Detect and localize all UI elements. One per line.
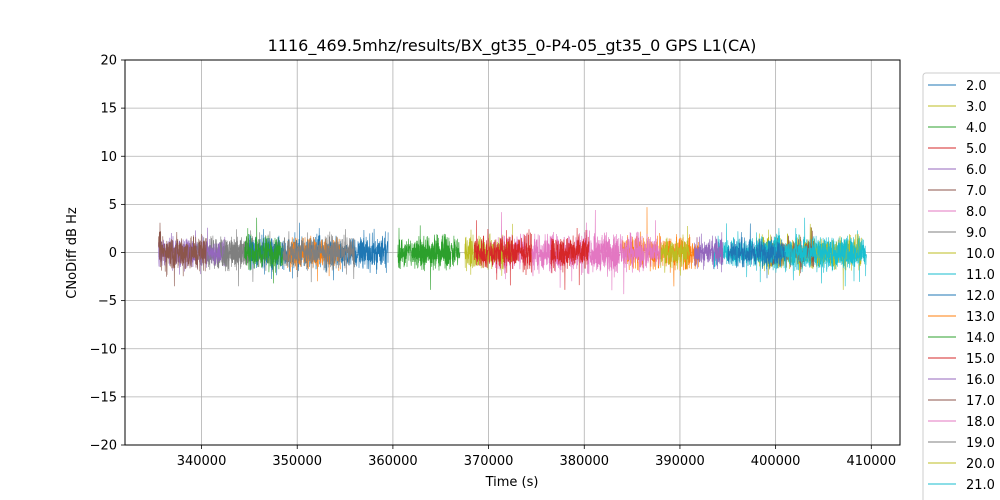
y-axis-label: CNoDiff dB Hz xyxy=(65,207,80,299)
series-line-15.0 xyxy=(550,227,590,290)
series-line-14.0 xyxy=(244,217,284,284)
x-tick-label: 350000 xyxy=(272,454,322,469)
legend-label: 19.0 xyxy=(966,436,995,451)
legend-label: 6.0 xyxy=(966,163,987,178)
legend-label: 12.0 xyxy=(966,289,995,304)
series-line-22.0 xyxy=(727,223,786,279)
series-line-16.0 xyxy=(694,232,724,273)
y-tick-label: 20 xyxy=(100,54,117,69)
y-tick-label: 15 xyxy=(100,102,117,117)
series-line-5.0 xyxy=(473,220,532,286)
legend-label: 21.0 xyxy=(966,478,995,493)
legend-label: 5.0 xyxy=(966,142,987,157)
legend-label: 15.0 xyxy=(966,352,995,367)
y-tick-label: −10 xyxy=(90,342,117,357)
y-tick-label: −20 xyxy=(90,439,117,454)
y-tick-label: −15 xyxy=(90,390,117,405)
legend-label: 11.0 xyxy=(966,268,995,283)
chart-title: 1116_469.5mhz/results/BX_gt35_0-P4-05_gt… xyxy=(268,36,757,56)
x-tick-label: 380000 xyxy=(559,454,609,469)
series-lines xyxy=(158,207,867,295)
series-line-20.0 xyxy=(660,225,690,276)
y-tick-label: 5 xyxy=(109,198,117,213)
y-tick-label: 0 xyxy=(109,246,117,261)
x-tick-label: 370000 xyxy=(464,454,514,469)
series-line-19.0 xyxy=(282,229,355,283)
legend-label: 10.0 xyxy=(966,247,995,262)
legend-label: 2.0 xyxy=(966,79,987,94)
legend-label: 7.0 xyxy=(966,184,987,199)
legend-label: 9.0 xyxy=(966,226,987,241)
x-tick-label: 410000 xyxy=(846,454,896,469)
legend-label: 8.0 xyxy=(966,205,987,220)
legend-label: 20.0 xyxy=(966,457,995,472)
legend: 2.0 3.0 4.0 5.0 6.0 7.0 8.0 9.0 10.0 11.0 12.0 13.0… xyxy=(922,72,1000,500)
series-line-4.0 xyxy=(397,227,461,290)
legend-label: 17.0 xyxy=(966,394,995,409)
x-tick-label: 400000 xyxy=(751,454,801,469)
legend-label: 4.0 xyxy=(966,121,987,136)
legend-box xyxy=(922,72,1000,500)
x-tick-label: 390000 xyxy=(655,454,705,469)
legend-label: 13.0 xyxy=(966,310,995,325)
x-axis-label: Time (s) xyxy=(485,475,539,490)
legend-label: 18.0 xyxy=(966,415,995,430)
y-tick-label: 10 xyxy=(100,150,117,165)
legend-label: 14.0 xyxy=(966,331,995,346)
legend-label: 16.0 xyxy=(966,373,995,388)
y-tick-label: −5 xyxy=(98,294,117,309)
x-tick-label: 340000 xyxy=(177,454,227,469)
legend-label: 3.0 xyxy=(966,100,987,115)
axis-ticks: 340000 350000 360000 370000 380000 390000 4000… xyxy=(90,54,897,470)
x-tick-label: 360000 xyxy=(368,454,418,469)
series-line-7.0 xyxy=(158,222,207,287)
series-line-18.0 xyxy=(593,220,662,295)
